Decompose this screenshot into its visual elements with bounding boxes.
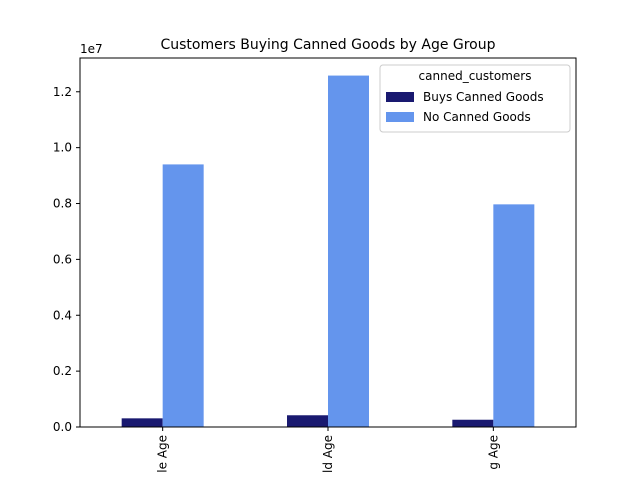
bar-no-canned-goods-1 <box>328 75 369 428</box>
legend-title: canned_customers <box>419 69 532 83</box>
plot-frame <box>79 57 577 428</box>
y-axis-offset-label: 1e7 <box>80 42 103 56</box>
legend: canned_customers Buys Canned Goods No Cann… <box>379 64 571 133</box>
chart-title: Customers Buying Canned Goods by Age Gro… <box>160 37 495 53</box>
x-tick-label: g Age <box>486 435 500 470</box>
x-tick-label: ld Age <box>321 435 335 473</box>
legend-label: No Canned Goods <box>423 110 531 124</box>
y-tick-label: 0.4 <box>53 308 72 322</box>
bar-no-canned-goods-2 <box>493 204 535 427</box>
bars-layer <box>121 75 535 428</box>
bar-buys-canned-goods-0 <box>121 418 163 427</box>
y-tick-label: 0.0 <box>53 420 72 434</box>
x-tick-label: le Age <box>156 435 170 473</box>
legend-swatch <box>386 112 414 122</box>
axes-layer: 0.0 0.2 0.4 0.6 0.8 1.0 1.2 le Age ld Age g Age <box>53 57 577 473</box>
y-tick-label: 0.8 <box>53 197 72 211</box>
legend-box <box>379 64 571 133</box>
y-tick-label: 0.2 <box>53 364 72 378</box>
legend-label: Buys Canned Goods <box>423 90 544 104</box>
y-tick-label: 1.2 <box>53 85 72 99</box>
bar-no-canned-goods-0 <box>162 164 204 427</box>
y-tick-label: 1.0 <box>53 141 72 155</box>
bar-buys-canned-goods-2 <box>452 419 494 427</box>
y-tick-label: 0.6 <box>53 252 72 266</box>
legend-swatch <box>386 92 414 102</box>
bar-buys-canned-goods-1 <box>287 415 328 427</box>
